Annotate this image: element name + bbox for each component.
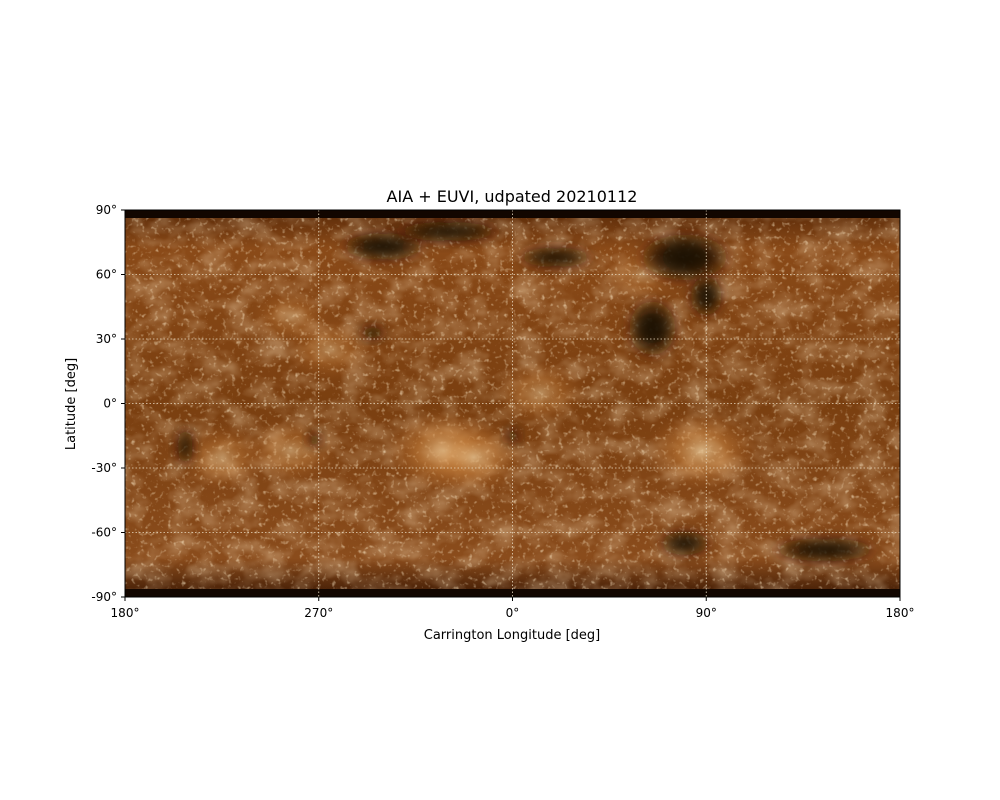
bright-region-5 [494, 360, 587, 425]
chart-title: AIA + EUVI, udpated 20210112 [387, 187, 638, 206]
coronal-hole-10 [658, 530, 711, 557]
y-axis-ticks: 90° 60° 30° 0° -30° -60° -90° [91, 203, 125, 604]
x-tick-label: 0° [506, 606, 520, 620]
coronal-hole-3 [516, 246, 595, 269]
bright-region-7 [250, 289, 331, 346]
coronal-hole-5 [359, 326, 386, 339]
bright-region-0 [175, 425, 268, 490]
x-tick-label: 180° [886, 606, 915, 620]
y-tick-label: -30° [91, 461, 117, 475]
coronal-hole-11 [394, 220, 502, 243]
coronal-hole-4 [340, 231, 427, 262]
dark-regions [176, 220, 879, 563]
bright-region-6 [645, 411, 758, 490]
y-axis-label: Latitude [deg] [64, 358, 79, 450]
x-tick-label: 90° [696, 606, 717, 620]
y-tick-label: 90° [96, 203, 117, 217]
x-tick-label: 270° [304, 606, 333, 620]
grid-lines [125, 210, 900, 597]
coronal-hole-9 [770, 536, 879, 563]
y-tick-label: -60° [91, 526, 117, 540]
bright-region-4 [421, 420, 526, 494]
y-tick-label: 0° [103, 397, 117, 411]
coronal-hole-7 [307, 431, 321, 449]
x-axis-label: Carrington Longitude [deg] [424, 628, 600, 643]
bright-region-1 [244, 418, 337, 483]
coronal-hole-0 [637, 231, 733, 284]
y-tick-label: -90° [91, 590, 117, 604]
coronal-hole-6 [176, 427, 194, 466]
bright-regions [175, 246, 758, 494]
x-axis-ticks: 180° 270° 0° 90° 180° [111, 597, 915, 620]
coronal-hole-8 [506, 427, 519, 445]
x-tick-label: 180° [111, 606, 140, 620]
y-tick-label: 60° [96, 268, 117, 282]
y-tick-label: 30° [96, 332, 117, 346]
coronal-hole-2 [689, 274, 724, 318]
coronal-hole-1 [626, 298, 679, 359]
